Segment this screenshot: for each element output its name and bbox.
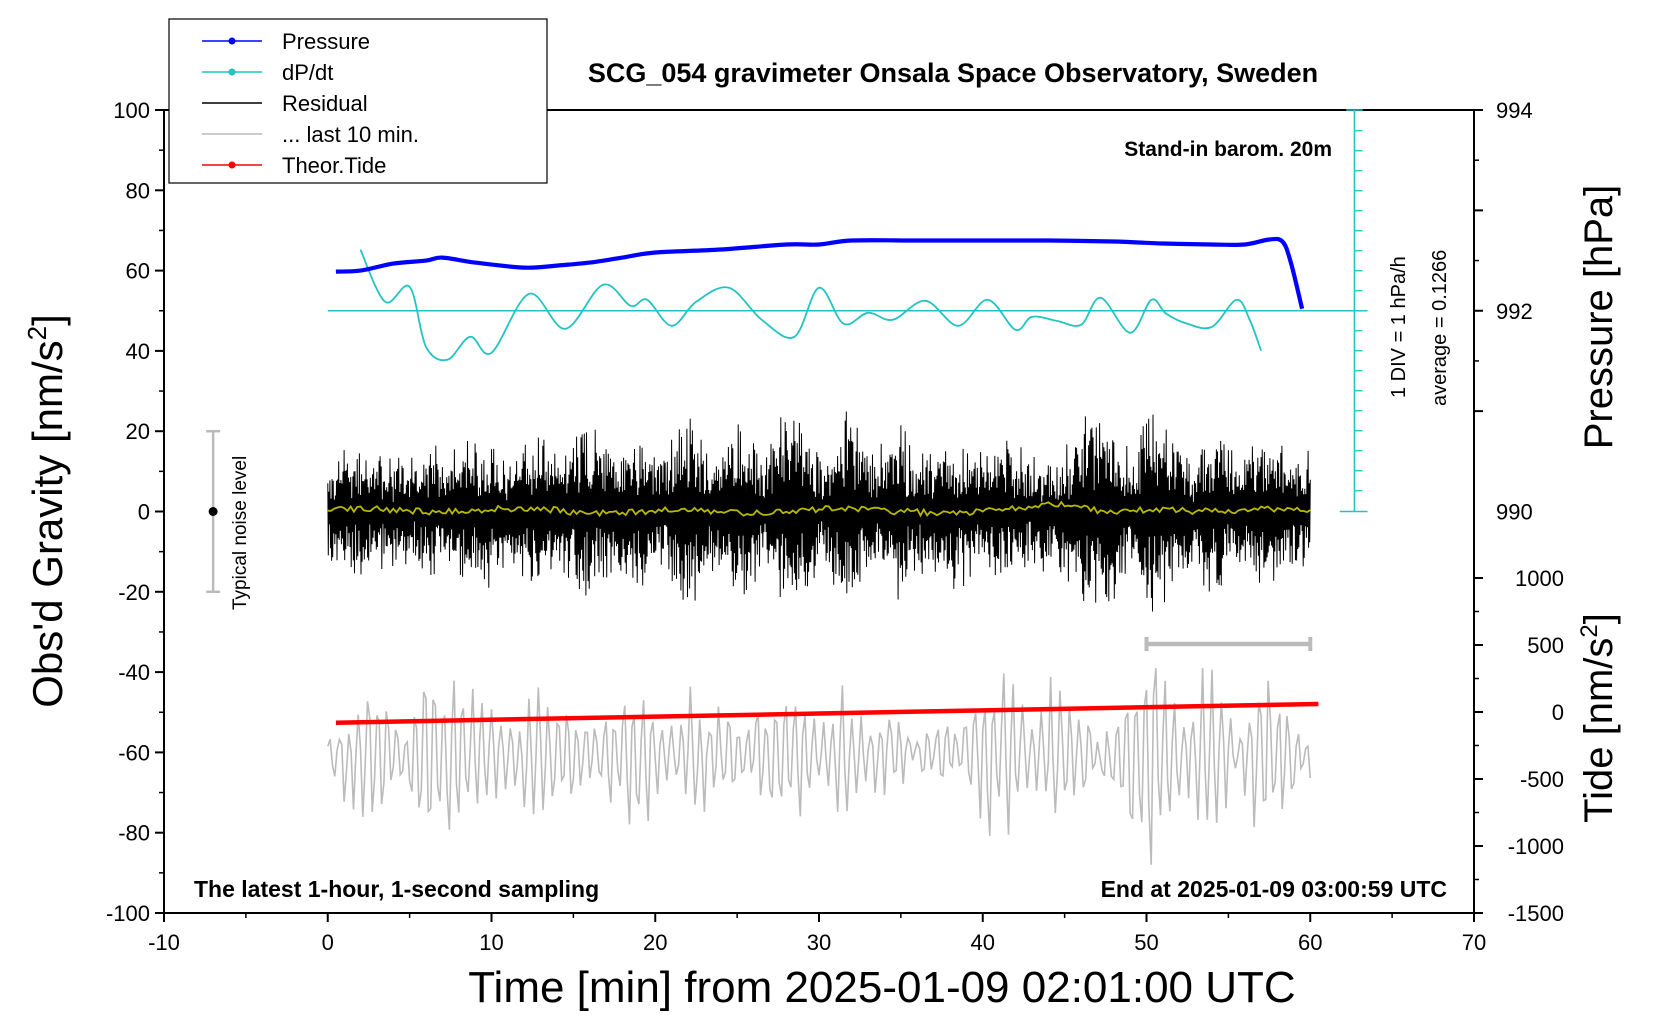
series-dpdt-line [359, 249, 1262, 362]
legend-label: Theor.Tide [282, 153, 386, 178]
y-tick-label: 100 [113, 98, 150, 123]
y-tick-label: 40 [126, 339, 150, 364]
x-tick-label: 0 [322, 930, 334, 955]
legend-label: dP/dt [282, 60, 333, 85]
y-tick-label: 20 [126, 419, 150, 444]
y-axis-left-label: Obs'd Gravity [nm/s2] [22, 314, 71, 708]
series-last10-line [327, 668, 1312, 865]
tide-tick-label: -1500 [1508, 901, 1564, 926]
y-left-label-sup: 2 [22, 326, 52, 340]
tide-label-text: Tide [nm/s [1577, 638, 1621, 823]
y-tick-label: 0 [138, 500, 150, 525]
x-tick-label: 20 [643, 930, 667, 955]
x-axis-label: Time [min] from 2025-01-09 02:01:00 UTC [468, 963, 1295, 1012]
tide-axis-label: Tide [nm/s2] [1576, 613, 1621, 823]
tide-label-close: ] [1577, 613, 1621, 624]
y-tick-label: -20 [118, 580, 150, 605]
legend-swatch-marker [228, 37, 236, 45]
tide-tick-label: -500 [1520, 767, 1564, 792]
tide-label-sup: 2 [1576, 624, 1603, 637]
tide-tick-label: 1000 [1515, 566, 1564, 591]
y-axis-tide: 1000 500 0 -500 -1000 -1500 [1474, 566, 1564, 926]
legend-label: ... last 10 min. [282, 122, 419, 147]
x-tick-label: 50 [1134, 930, 1158, 955]
pressure-axis-label: Pressure [hPa] [1577, 185, 1621, 450]
x-tick-label: 10 [479, 930, 503, 955]
series-residual-line [327, 411, 1311, 612]
y-tick-label: -80 [118, 821, 150, 846]
x-tick-label: 30 [807, 930, 831, 955]
dpdt-scale-axis [327, 109, 1368, 513]
stand-in-label: Stand-in barom. 20m [1124, 138, 1332, 161]
y-tick-label: -60 [118, 740, 150, 765]
x-tick-label: 40 [971, 930, 995, 955]
bottom-left-note: The latest 1-hour, 1-second sampling [194, 876, 599, 902]
series-layer [327, 236, 1319, 865]
chart-title: SCG_054 gravimeter Onsala Space Observat… [588, 58, 1318, 88]
tide-tick-label: -1000 [1508, 834, 1564, 859]
y-tick-label: -40 [118, 660, 150, 685]
tide-tick-label: 0 [1552, 700, 1564, 725]
noise-bar-center-dot [208, 507, 218, 516]
legend-label: Pressure [282, 29, 370, 54]
pressure-tick-label: 992 [1496, 299, 1533, 324]
y-left-label-close: ] [24, 314, 71, 326]
average-label: average = 0.1266 [1429, 250, 1451, 406]
legend-swatch-marker [228, 68, 236, 76]
noise-label: Typical noise level [230, 456, 251, 610]
y-tick-label: -100 [106, 901, 150, 926]
series-tide-line [335, 701, 1319, 725]
x-tick-label: 60 [1298, 930, 1322, 955]
pressure-tick-label: 994 [1496, 98, 1533, 123]
legend-swatch-marker [228, 161, 236, 169]
div-label: 1 DIV = 1 hPa/h [1388, 256, 1410, 398]
y-axis-left: 100 80 60 40 20 0 -20 -40 -60 -80 -100 [106, 98, 164, 926]
legend-box [168, 18, 548, 184]
annotation-bars [206, 429, 1313, 651]
bottom-right-note: End at 2025-01-09 03:00:59 UTC [1101, 876, 1447, 902]
y-tick-label: 80 [126, 178, 150, 203]
x-tick-label: 70 [1462, 930, 1486, 955]
y-tick-label: 60 [126, 259, 150, 284]
series-residual-smoothed-line [327, 500, 1311, 518]
tide-tick-label: 500 [1527, 633, 1564, 658]
legend-label: Residual [282, 91, 368, 116]
legend: Pressure dP/dt Residual ... last 10 min. The… [168, 18, 548, 184]
pressure-tick-label: 990 [1496, 500, 1533, 525]
y-left-label-text: Obs'd Gravity [nm/s [24, 340, 71, 707]
series-pressure-line [335, 236, 1305, 310]
x-tick-label: -10 [148, 930, 180, 955]
y-axis-pressure: 994 992 990 [1474, 98, 1533, 525]
x-axis: -10 0 10 20 30 40 50 60 70 [148, 913, 1486, 955]
